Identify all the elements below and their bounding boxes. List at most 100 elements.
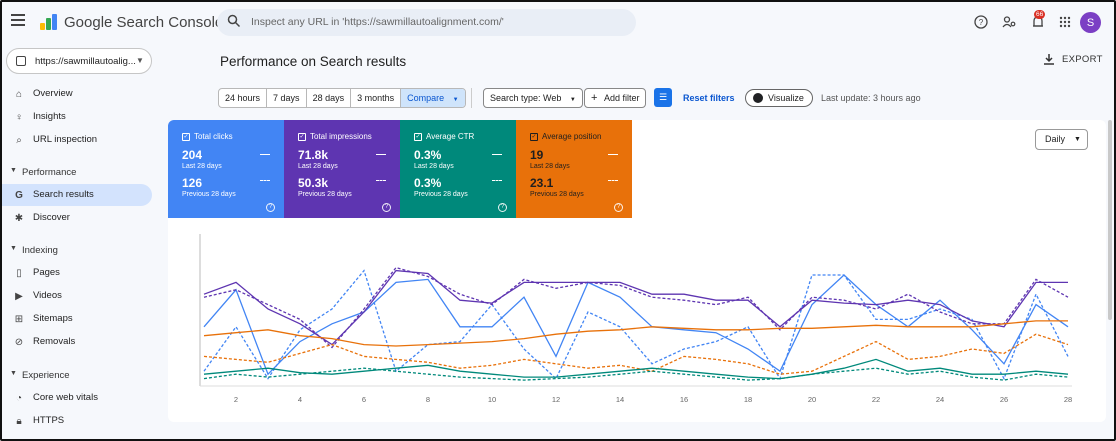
- solid-line-legend-icon: [376, 154, 386, 155]
- sidebar: https://sawmillautoalig... ▼ ⌂ Overview …: [2, 44, 158, 439]
- sidebar-item-insights[interactable]: ♀ Insights: [2, 106, 152, 128]
- lock-icon: 🔒︎: [16, 415, 22, 427]
- metric-prev-value: 50.3k: [298, 176, 329, 190]
- sidebar-item-label: Core web vitals: [33, 392, 98, 403]
- last-update-text: Last update: 3 hours ago: [821, 93, 921, 103]
- page-icon: ▯: [16, 267, 22, 279]
- checkbox-icon: ✓: [530, 132, 538, 141]
- date-range-3-months[interactable]: 3 months: [351, 89, 402, 107]
- granularity-label: Daily: [1045, 134, 1066, 144]
- sidebar-item-pages[interactable]: ▯ Pages: [2, 262, 152, 284]
- x-tick-label: 6: [362, 395, 366, 404]
- sidebar-item-label: Overview: [33, 88, 73, 99]
- page-title: Performance on Search results: [220, 54, 407, 69]
- section-experience[interactable]: ▼ Experience: [2, 367, 152, 385]
- manage-users-icon[interactable]: [1000, 13, 1018, 31]
- metric-total-clicks[interactable]: ✓ Total clicks 204 Last 28 days 126 Previ…: [168, 120, 284, 218]
- checkbox-icon: ✓: [298, 132, 306, 141]
- help-icon[interactable]: ?: [382, 203, 391, 212]
- export-button[interactable]: EXPORT: [1044, 54, 1103, 65]
- series-line-4: [203, 320, 1068, 347]
- x-tick-label: 24: [936, 395, 944, 404]
- caret-down-icon: ▼: [10, 167, 17, 174]
- metric-prev-period: Previous 28 days: [298, 191, 352, 198]
- solid-line-legend-icon: [492, 154, 502, 155]
- property-label: https://sawmillautoalig...: [35, 56, 136, 67]
- avatar[interactable]: S: [1080, 12, 1101, 33]
- metric-average-ctr[interactable]: ✓ Average CTR 0.3% Last 28 days 0.3% Prev…: [400, 120, 516, 218]
- dashed-line-legend-icon: [376, 180, 386, 181]
- sidebar-item-search-results[interactable]: G Search results: [2, 184, 152, 206]
- metric-prev-period: Previous 28 days: [414, 191, 468, 198]
- series-line-6: [203, 358, 1069, 380]
- vertical-scrollbar[interactable]: [1108, 120, 1112, 320]
- property-icon: [16, 56, 26, 66]
- date-range-7-days[interactable]: 7 days: [267, 89, 307, 107]
- search-icon: ⌕: [16, 134, 22, 146]
- section-performance[interactable]: ▼ Performance: [2, 164, 152, 182]
- x-tick-label: 18: [744, 395, 752, 404]
- add-filter-button[interactable]: + Add filter: [584, 88, 647, 108]
- search-type-label: Search type: Web: [490, 93, 562, 103]
- toolbar-divider: [471, 88, 472, 108]
- search-icon: [227, 14, 241, 28]
- sidebar-item-overview[interactable]: ⌂ Overview: [2, 83, 152, 105]
- sidebar-item-core-web-vitals[interactable]: ◔ Core web vitals: [2, 387, 152, 409]
- metric-header: ✓ Average position: [530, 132, 601, 141]
- gauge-icon: ◔: [15, 392, 23, 404]
- search-input[interactable]: Inspect any URL in 'https://sawmillautoa…: [251, 16, 504, 28]
- sidebar-item-removals[interactable]: ⊘ Removals: [2, 331, 152, 353]
- performance-line-chart: 2 4 6 8 10 12 14 16 18 20 22 24 26 28: [199, 234, 1072, 404]
- add-filter-label: Add filter: [603, 93, 640, 103]
- help-icon[interactable]: ?: [614, 203, 623, 212]
- x-tick-label: 2: [234, 395, 238, 404]
- dashed-line-legend-icon: [492, 180, 502, 181]
- help-icon[interactable]: ?: [498, 203, 507, 212]
- sidebar-item-https[interactable]: 🔒︎ HTTPS: [2, 410, 152, 432]
- help-icon[interactable]: ?: [266, 203, 275, 212]
- sidebar-item-label: URL inspection: [33, 134, 98, 145]
- reset-filters-link[interactable]: Reset filters: [683, 93, 735, 103]
- metric-value: 71.8k: [298, 148, 329, 162]
- metric-name: Average position: [542, 132, 602, 141]
- metric-header: ✓ Total clicks: [182, 132, 233, 141]
- sidebar-item-sitemaps[interactable]: ⊞ Sitemaps: [2, 308, 152, 330]
- metric-period: Last 28 days: [414, 163, 454, 170]
- home-icon: ⌂: [15, 88, 23, 100]
- sidebar-item-discover[interactable]: ✱ Discover: [2, 207, 152, 229]
- caret-down-icon: ▼: [1074, 136, 1081, 143]
- plus-icon: +: [591, 92, 598, 104]
- checkbox-icon: ✓: [182, 132, 190, 141]
- sidebar-item-videos[interactable]: ▶ Videos: [2, 285, 152, 307]
- metric-prev-period: Previous 28 days: [182, 191, 236, 198]
- url-inspection-search[interactable]: Inspect any URL in 'https://sawmillautoa…: [217, 9, 636, 36]
- series-line-2: [203, 269, 1068, 346]
- top-bar: Google Search Console Inspect any URL in…: [2, 2, 1114, 44]
- property-selector[interactable]: https://sawmillautoalig... ▼: [6, 48, 152, 74]
- performance-card: ✓ Total clicks 204 Last 28 days 126 Previ…: [168, 120, 1106, 422]
- checkbox-icon: ✓: [414, 132, 422, 141]
- date-range-24-hours[interactable]: 24 hours: [219, 89, 268, 107]
- solid-line-legend-icon: [608, 154, 618, 155]
- apps-grid-icon[interactable]: [1056, 13, 1074, 31]
- help-icon[interactable]: ?: [972, 13, 990, 31]
- date-range-28-days[interactable]: 28 days: [307, 89, 352, 107]
- granularity-dropdown[interactable]: Daily ▼: [1035, 129, 1088, 150]
- date-range-compare[interactable]: Compare ▼: [401, 89, 465, 107]
- sidebar-item-url-inspection[interactable]: ⌕ URL inspection: [2, 129, 152, 151]
- export-label: EXPORT: [1062, 54, 1103, 65]
- metric-average-position[interactable]: ✓ Average position 19 Last 28 days 23.1 P…: [516, 120, 632, 218]
- sidebar-item-label: Removals: [33, 336, 76, 347]
- metric-period: Last 28 days: [298, 163, 338, 170]
- visualize-button[interactable]: Visualize: [745, 89, 813, 107]
- metric-value: 0.3%: [414, 148, 442, 162]
- x-tick-label: 8: [426, 395, 430, 404]
- visualize-icon: [753, 93, 763, 103]
- video-icon: ▶: [15, 290, 23, 302]
- eye-off-icon: ⊘: [14, 336, 24, 348]
- menu-icon[interactable]: [11, 14, 25, 26]
- section-indexing[interactable]: ▼ Indexing: [2, 242, 152, 260]
- search-type-chip[interactable]: Search type: Web ▼: [483, 88, 583, 108]
- filter-options-icon[interactable]: ☰: [654, 88, 672, 107]
- metric-total-impressions[interactable]: ✓ Total impressions 71.8k Last 28 days 50…: [284, 120, 400, 218]
